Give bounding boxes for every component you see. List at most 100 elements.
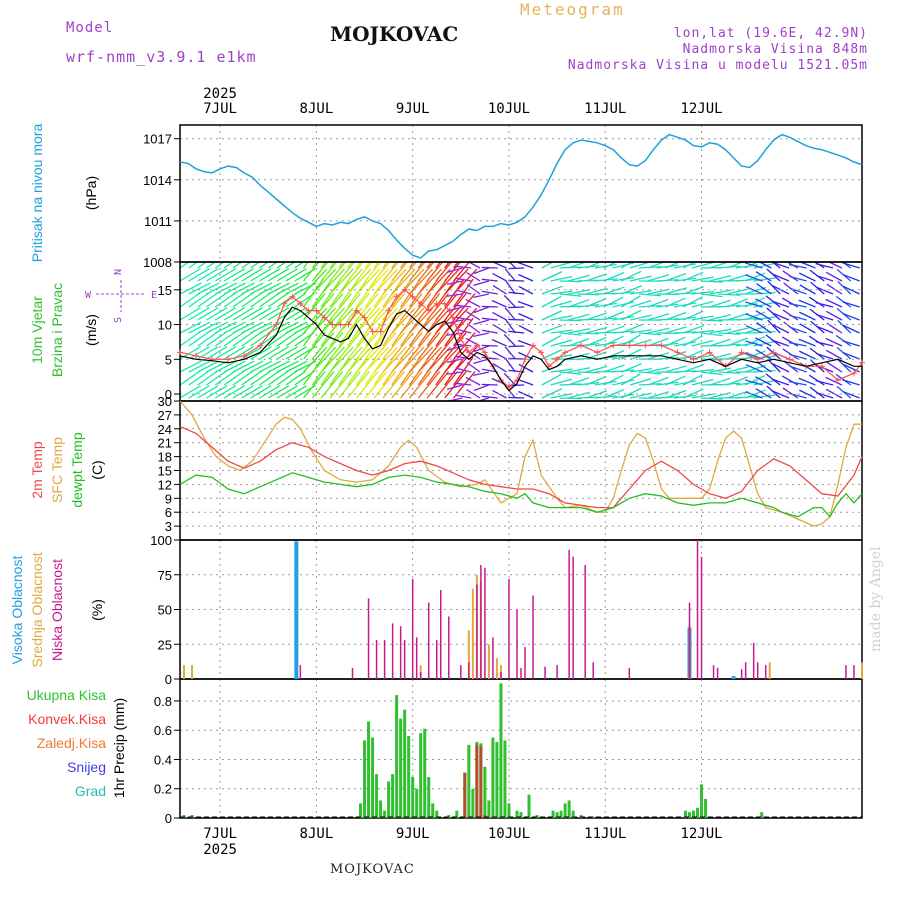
- wind-gust-mark: [594, 349, 601, 356]
- cloud-low-bar: [460, 665, 462, 679]
- wind-gust-mark: [353, 307, 360, 314]
- wind-gust-mark: [578, 342, 585, 349]
- wind-tick-label: 15: [158, 283, 172, 298]
- cloud-low-bar: [853, 665, 855, 679]
- cloud-low-bar: [375, 640, 378, 679]
- wind-gust-mark: [385, 307, 392, 314]
- meteogram-label: Meteogram: [520, 0, 625, 19]
- precip-total-bar: [687, 812, 691, 818]
- precip-total-bar: [495, 741, 499, 818]
- temp-tick-label: 6: [165, 505, 172, 520]
- precip-legend-entry: Snijeg: [67, 759, 106, 775]
- precip-total-bar: [367, 721, 371, 818]
- panel-frame: [179, 678, 863, 819]
- compass-west: W: [85, 290, 92, 301]
- cloud-low-bar: [399, 626, 402, 679]
- cloud-low-bar: [476, 584, 478, 679]
- day-label-top: 7JUL: [203, 101, 237, 117]
- wind-gust-mark: [337, 321, 344, 328]
- wind-gust-mark: [738, 349, 745, 356]
- temp-tick-label: 30: [158, 394, 172, 409]
- precip-total-bar: [431, 803, 435, 818]
- temp-tick-label: 27: [158, 408, 172, 423]
- wind-gust-mark: [770, 349, 777, 356]
- cloud-low-bar: [403, 640, 406, 679]
- cloud-mid-axis-label: Srednja Oblacnost: [29, 552, 45, 667]
- cloud-mid-bar: [191, 665, 194, 679]
- precip-tick-label: 0: [165, 811, 172, 826]
- wind-gust-mark: [289, 293, 296, 300]
- cloud-mid-bar: [495, 658, 498, 679]
- year-label-bottom: 2025: [203, 842, 237, 858]
- day-label-bottom: 10JUL: [488, 826, 530, 842]
- cloud-low-bar: [688, 602, 691, 679]
- wind-gust-mark: [281, 300, 288, 307]
- elevation-label: Nadmorska Visina 848m: [682, 42, 868, 57]
- wind-gust-mark: [818, 363, 825, 370]
- cloud-tick-label: 25: [158, 637, 172, 652]
- day-label-top: 9JUL: [396, 101, 430, 117]
- wind-gust-mark: [859, 359, 865, 366]
- precip-total-bar: [591, 816, 595, 818]
- pressure-unit-label: (hPa): [83, 176, 99, 210]
- cloud-low-bar: [628, 667, 631, 679]
- precip-total-bar: [567, 800, 571, 818]
- pressure-tick-label: 1008: [143, 255, 172, 270]
- temp-tick-label: 15: [158, 464, 172, 479]
- cloud-low-bar: [427, 602, 430, 679]
- cloud-low-bar: [712, 665, 715, 679]
- wind-gust-mark: [538, 349, 545, 356]
- wind-gust-mark: [345, 321, 352, 328]
- cloud-tick-label: 0: [165, 672, 172, 687]
- cloud-low-bar: [556, 665, 558, 679]
- cloud-low-bar: [845, 665, 847, 679]
- temp-2m-line: [179, 425, 863, 509]
- precip-legend-entry: Ukupna Kisa: [27, 687, 107, 703]
- wind-gust-mark: [674, 349, 681, 356]
- cloud-low-bar: [532, 595, 534, 679]
- wind-gust-mark: [361, 314, 368, 321]
- footer-station: MOJKOVAC: [330, 862, 415, 877]
- cloud-low-bar: [448, 616, 450, 679]
- cloud-low-bar: [744, 662, 747, 679]
- precip-total-bar: [487, 800, 491, 818]
- precip-total-bar: [515, 810, 519, 818]
- cloud-low-bar: [391, 623, 394, 679]
- cloud-low-bar: [592, 662, 594, 679]
- wind-gust-mark: [321, 314, 328, 321]
- wind-gust-mark: [754, 356, 761, 363]
- cloud-low-bar: [411, 578, 414, 679]
- wind-gust-mark: [393, 293, 400, 300]
- wind-gust-mark: [481, 349, 488, 356]
- day-label-top: 11JUL: [584, 101, 626, 117]
- precip-total-bar: [507, 803, 511, 818]
- pressure-tick-label: 1014: [143, 173, 172, 188]
- cloud-low-bar: [440, 590, 442, 679]
- precip-total-bar: [519, 812, 523, 818]
- cloud-mid-bar: [861, 662, 863, 679]
- temp-tick-label: 18: [158, 450, 172, 465]
- temp-unit-label: (C): [89, 460, 105, 479]
- precip-total-bar: [387, 781, 391, 818]
- cloud-low-bar: [756, 662, 759, 679]
- wind-gust-mark: [297, 300, 304, 307]
- sfc-temp-axis-label: SFC Temp: [49, 437, 65, 503]
- cloud-low-bar: [696, 540, 699, 679]
- precip-total-bar: [391, 774, 395, 818]
- precip-total-bar: [435, 810, 439, 818]
- wind-gust-mark: [690, 356, 697, 363]
- cloud-low-axis-label: Niska Oblacnost: [49, 559, 65, 661]
- pressure-axis-label: Pritisak na nivou mora: [29, 124, 45, 263]
- cloud-tick-label: 75: [158, 568, 172, 583]
- wind-unit-label: (m/s): [83, 314, 99, 346]
- pressure-tick-label: 1017: [143, 132, 172, 147]
- wind-direction-arrows: [180, 262, 860, 401]
- cloud-low-bar: [544, 666, 546, 679]
- wind-axis-label: 10m Vjetar: [29, 296, 45, 364]
- precip-total-bar: [692, 810, 696, 818]
- cloud-mid-bar: [768, 662, 771, 679]
- precip-legend-entry: Grad: [75, 783, 106, 799]
- cloud-low-bar: [492, 637, 494, 679]
- wind-gust-mark: [441, 300, 448, 307]
